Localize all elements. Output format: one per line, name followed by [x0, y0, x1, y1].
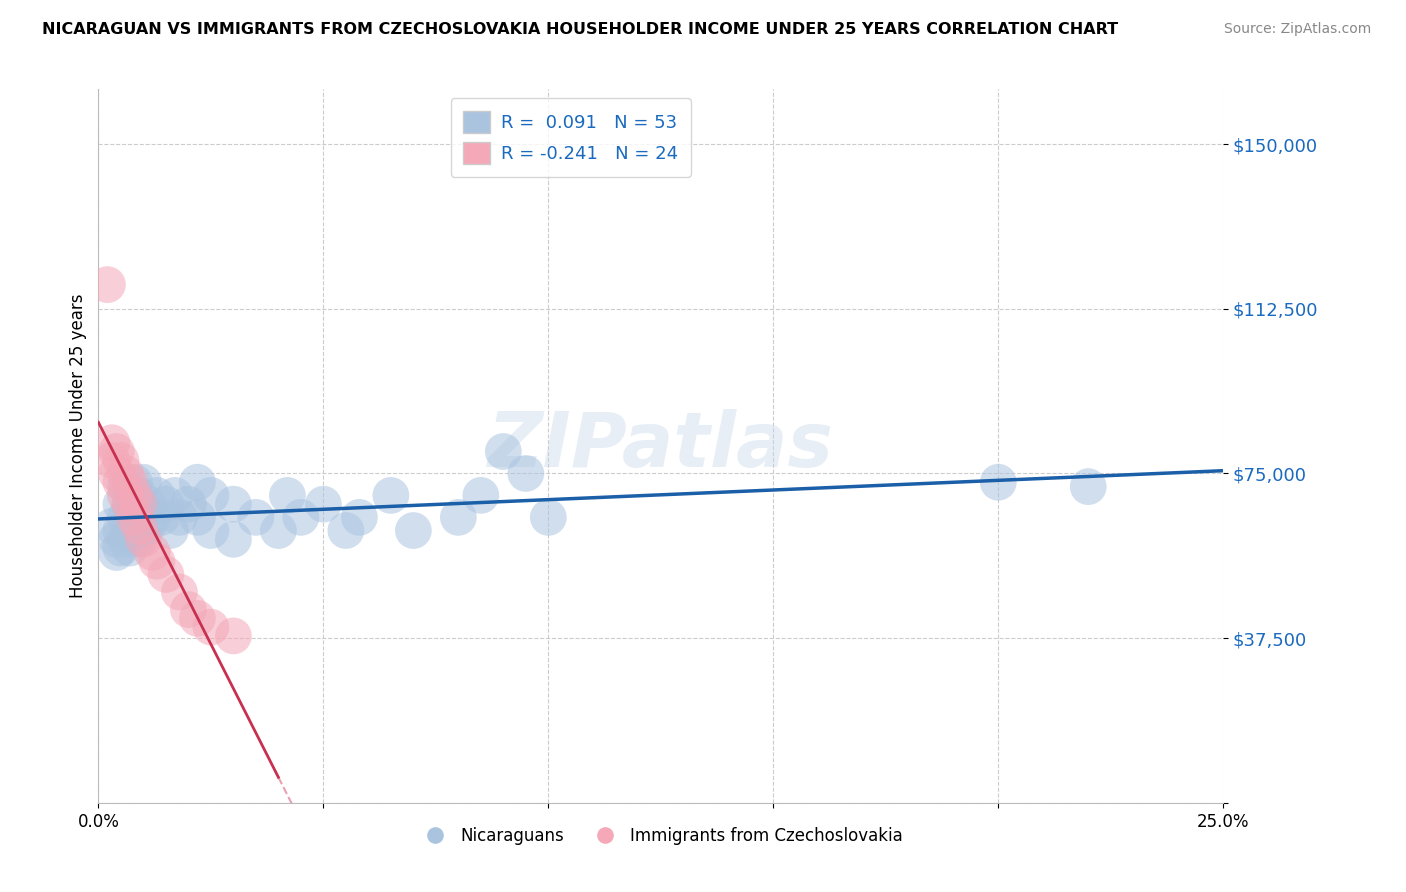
- Point: [118, 519, 141, 533]
- Point: [128, 519, 150, 533]
- Point: [136, 519, 159, 533]
- Point: [335, 524, 357, 538]
- Point: [96, 277, 118, 292]
- Point: [169, 510, 191, 524]
- Point: [146, 554, 169, 568]
- Point: [128, 510, 150, 524]
- Point: [492, 444, 515, 458]
- Point: [110, 524, 132, 538]
- Point: [101, 519, 124, 533]
- Point: [380, 488, 402, 502]
- Legend: Nicaraguans, Immigrants from Czechoslovakia: Nicaraguans, Immigrants from Czechoslova…: [412, 821, 910, 852]
- Point: [155, 567, 177, 582]
- Point: [245, 510, 267, 524]
- Point: [141, 545, 163, 559]
- Point: [267, 524, 290, 538]
- Point: [515, 467, 537, 481]
- Point: [118, 497, 141, 511]
- Point: [169, 585, 191, 599]
- Point: [124, 488, 146, 502]
- Point: [118, 497, 141, 511]
- Point: [159, 524, 181, 538]
- Point: [1077, 480, 1099, 494]
- Point: [110, 541, 132, 555]
- Point: [200, 524, 222, 538]
- Text: NICARAGUAN VS IMMIGRANTS FROM CZECHOSLOVAKIA HOUSEHOLDER INCOME UNDER 25 YEARS C: NICARAGUAN VS IMMIGRANTS FROM CZECHOSLOV…: [42, 22, 1118, 37]
- Point: [124, 524, 146, 538]
- Point: [128, 533, 150, 547]
- Point: [200, 620, 222, 634]
- Point: [146, 488, 169, 502]
- Text: ZIPatlas: ZIPatlas: [488, 409, 834, 483]
- Point: [114, 533, 136, 547]
- Point: [290, 510, 312, 524]
- Point: [118, 475, 141, 490]
- Point: [105, 467, 128, 481]
- Point: [124, 501, 146, 516]
- Point: [132, 501, 155, 516]
- Point: [124, 475, 146, 490]
- Point: [312, 497, 335, 511]
- Point: [222, 533, 245, 547]
- Point: [105, 545, 128, 559]
- Point: [186, 475, 208, 490]
- Point: [136, 497, 159, 511]
- Point: [101, 435, 124, 450]
- Point: [200, 488, 222, 502]
- Point: [177, 602, 200, 616]
- Point: [349, 510, 371, 524]
- Point: [114, 488, 136, 502]
- Point: [222, 497, 245, 511]
- Point: [155, 497, 177, 511]
- Point: [105, 533, 128, 547]
- Point: [110, 453, 132, 467]
- Point: [141, 510, 163, 524]
- Point: [110, 497, 132, 511]
- Point: [537, 510, 560, 524]
- Point: [128, 497, 150, 511]
- Point: [101, 453, 124, 467]
- Point: [987, 475, 1010, 490]
- Point: [132, 524, 155, 538]
- Point: [177, 497, 200, 511]
- Y-axis label: Householder Income Under 25 years: Householder Income Under 25 years: [69, 293, 87, 599]
- Point: [186, 510, 208, 524]
- Point: [186, 611, 208, 625]
- Point: [163, 488, 186, 502]
- Point: [114, 467, 136, 481]
- Point: [110, 475, 132, 490]
- Point: [132, 533, 155, 547]
- Point: [114, 510, 136, 524]
- Point: [150, 510, 173, 524]
- Point: [114, 480, 136, 494]
- Text: Source: ZipAtlas.com: Source: ZipAtlas.com: [1223, 22, 1371, 37]
- Point: [105, 444, 128, 458]
- Point: [470, 488, 492, 502]
- Point: [402, 524, 425, 538]
- Point: [222, 629, 245, 643]
- Point: [447, 510, 470, 524]
- Point: [128, 488, 150, 502]
- Point: [124, 510, 146, 524]
- Point: [132, 475, 155, 490]
- Point: [276, 488, 298, 502]
- Point: [118, 541, 141, 555]
